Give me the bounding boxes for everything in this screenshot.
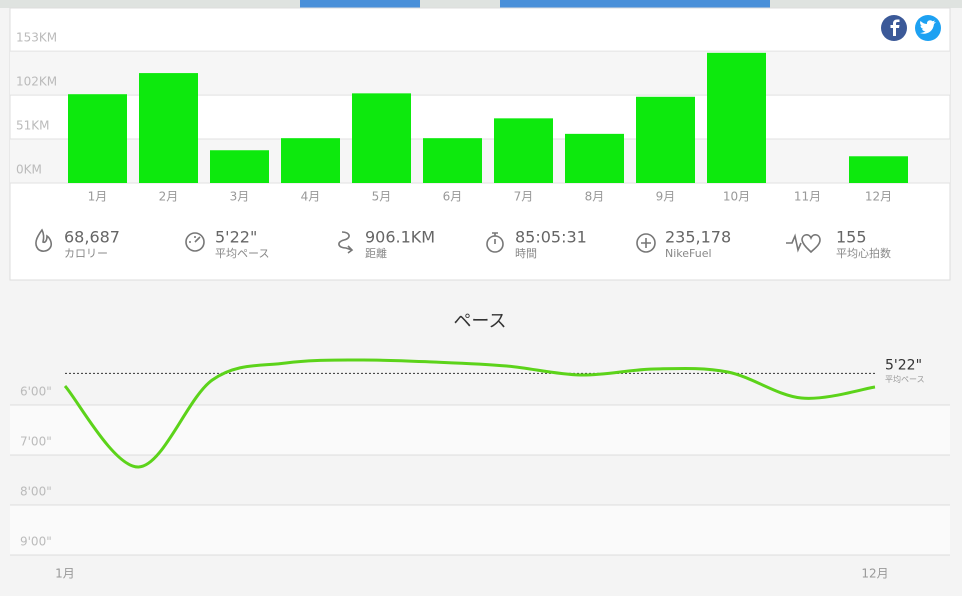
bar — [636, 96, 695, 183]
stat-value: 85:05:31 — [515, 228, 587, 247]
distance-icon — [338, 231, 354, 254]
map-water — [500, 0, 770, 8]
x-tick-label: 7月 — [514, 190, 534, 204]
stat-label: カロリー — [64, 247, 108, 260]
fuel-icon — [636, 233, 656, 253]
average-label: 5'22" — [885, 357, 922, 373]
x-tick-label: 11月 — [794, 190, 821, 204]
bar — [139, 73, 198, 183]
bar — [210, 150, 269, 183]
pace-line — [63, 358, 876, 469]
y-tick-label: 153KM — [16, 31, 57, 45]
y-tick-label: 8'00" — [20, 485, 52, 499]
x-tick-label: 1月 — [88, 190, 108, 204]
x-tick-label: 2月 — [159, 190, 179, 204]
stat-label: 距離 — [365, 246, 387, 260]
average-sublabel: 平均ペース — [885, 374, 925, 384]
y-tick-label: 6'00" — [20, 385, 52, 399]
x-tick-label: 4月 — [301, 190, 321, 204]
bar — [352, 93, 411, 183]
chart-title: ペース — [453, 311, 506, 332]
band — [10, 505, 950, 555]
stat-icons — [35, 228, 821, 254]
x-tick-label: 12月 — [865, 190, 892, 204]
bar — [423, 138, 482, 183]
pace-icon-needle — [189, 236, 201, 243]
y-tick-label: 7'00" — [20, 435, 52, 449]
stat-value: 906.1KM — [365, 228, 435, 247]
stat-label: 時間 — [515, 247, 537, 260]
time-icon-hand — [492, 232, 498, 244]
bar — [281, 138, 340, 183]
fuel-icon-plus — [641, 238, 651, 248]
x-tick-label: 9月 — [656, 190, 676, 204]
x-tick-label: 5月 — [372, 190, 392, 204]
x-tick-label: 1月 — [55, 567, 75, 581]
map-strip — [0, 0, 962, 8]
facebook-icon — [890, 19, 900, 36]
calorie-icon — [35, 228, 53, 252]
map-water — [300, 0, 420, 8]
pace-icon — [185, 232, 205, 252]
x-tick-label: 10月 — [723, 190, 750, 204]
heart-icon — [786, 233, 821, 254]
y-tick-label: 102KM — [16, 75, 57, 89]
y-tick-label: 51KM — [16, 119, 50, 133]
x-tick-label: 12月 — [861, 567, 888, 581]
x-tick-label: 8月 — [585, 190, 605, 204]
stat-label: NikeFuel — [665, 247, 712, 260]
stat-value: 5'22" — [215, 228, 257, 247]
y-tick-label: 9'00" — [20, 535, 52, 549]
twitter-icon — [920, 20, 936, 34]
stat-value: 68,687 — [64, 228, 120, 247]
stat-label: 平均心拍数 — [836, 246, 891, 260]
y-tick-label: 0KM — [16, 163, 42, 177]
bar — [849, 156, 908, 183]
stat-label: 平均ペース — [215, 247, 269, 260]
bar — [494, 118, 553, 183]
x-tick-label: 3月 — [230, 190, 250, 204]
stat-value: 235,178 — [665, 228, 731, 247]
band — [10, 405, 950, 455]
bar — [565, 133, 624, 183]
bar — [707, 52, 766, 183]
x-tick-label: 6月 — [443, 190, 463, 204]
bar — [68, 94, 127, 183]
stat-value: 155 — [836, 228, 867, 247]
